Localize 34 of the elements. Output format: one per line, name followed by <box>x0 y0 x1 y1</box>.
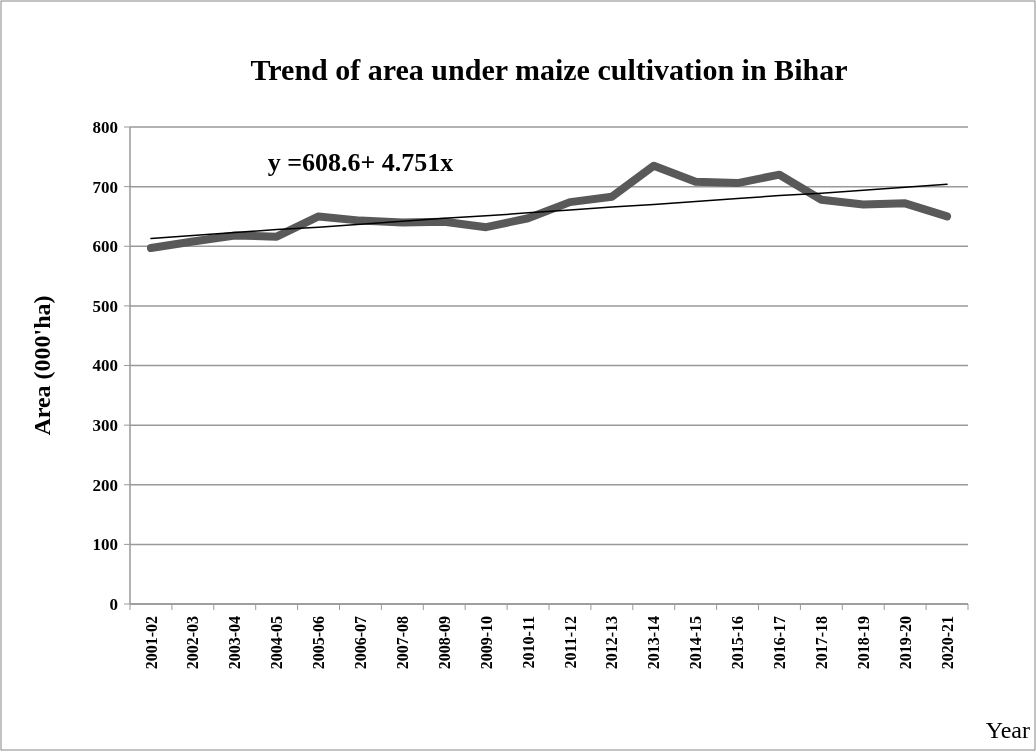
x-tick-label: 2006-07 <box>352 616 370 670</box>
y-tick-label: 100 <box>92 535 118 555</box>
y-axis-title: Area (000'ha) <box>29 295 55 436</box>
x-tick-label: 2001-02 <box>142 616 160 670</box>
x-tick-label: 2003-04 <box>226 616 244 670</box>
x-axis-title: Year <box>985 717 1030 743</box>
x-tick-label: 2002-03 <box>184 616 202 670</box>
y-tick-label: 600 <box>92 237 118 257</box>
x-tick-label: 2019-20 <box>896 616 914 670</box>
y-tick-label: 400 <box>92 356 118 376</box>
x-tick-label: 2011-12 <box>561 616 579 669</box>
y-tick-label: 700 <box>92 177 118 197</box>
y-tick-label: 300 <box>92 416 118 436</box>
y-tick-label: 800 <box>92 117 118 137</box>
x-tick-label: 2012-13 <box>603 616 621 670</box>
x-tick-label: 2020-21 <box>938 616 956 670</box>
x-tick-label: 2016-17 <box>771 616 789 670</box>
annotation: y =608.6+ 4.751x <box>267 148 454 178</box>
x-tick-label: 2017-18 <box>812 616 830 670</box>
y-tick-label: 200 <box>92 475 118 495</box>
x-tick-label: 2004-05 <box>268 616 286 670</box>
x-tick-label: 2018-19 <box>854 616 872 670</box>
x-tick-label: 2009-10 <box>477 616 495 670</box>
x-tick-label: 2015-16 <box>729 616 747 670</box>
y-tick-label: 0 <box>109 594 118 614</box>
chart-title: Trend of area under maize cultivation in Bihar <box>250 53 848 86</box>
x-tick-label: 2008-09 <box>435 616 453 670</box>
y-tick-label: 500 <box>92 296 118 316</box>
x-tick-label: 2005-06 <box>310 616 328 670</box>
x-tick-label: 2007-08 <box>393 616 411 670</box>
x-tick-label: 2010-11 <box>519 616 537 669</box>
line-series <box>150 183 948 240</box>
x-tick-label: 2013-14 <box>645 616 663 670</box>
x-tick-label: 2014-15 <box>687 616 705 670</box>
